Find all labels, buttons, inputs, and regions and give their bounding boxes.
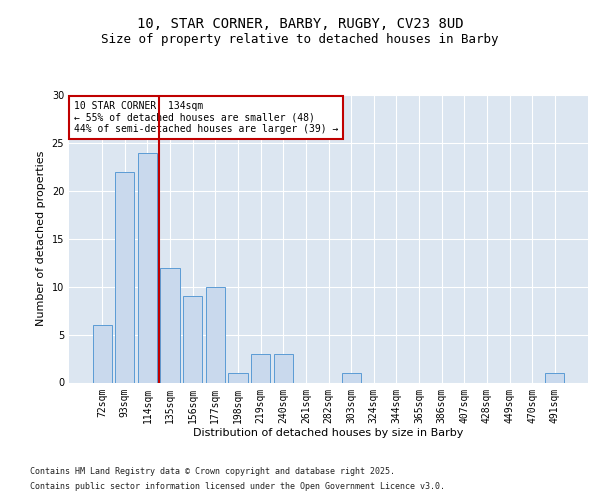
Bar <box>183 296 202 382</box>
Bar <box>229 373 248 382</box>
Bar <box>341 373 361 382</box>
Text: 10 STAR CORNER: 134sqm
← 55% of detached houses are smaller (48)
44% of semi-det: 10 STAR CORNER: 134sqm ← 55% of detached… <box>74 101 338 134</box>
Bar <box>115 172 134 382</box>
Text: Size of property relative to detached houses in Barby: Size of property relative to detached ho… <box>101 32 499 46</box>
Bar <box>92 325 112 382</box>
Text: 10, STAR CORNER, BARBY, RUGBY, CV23 8UD: 10, STAR CORNER, BARBY, RUGBY, CV23 8UD <box>137 18 463 32</box>
Bar <box>274 354 293 382</box>
Bar <box>251 354 270 382</box>
Bar <box>160 268 180 382</box>
Bar <box>138 152 157 382</box>
Y-axis label: Number of detached properties: Number of detached properties <box>36 151 46 326</box>
Bar <box>206 286 225 382</box>
X-axis label: Distribution of detached houses by size in Barby: Distribution of detached houses by size … <box>193 428 464 438</box>
Text: Contains public sector information licensed under the Open Government Licence v3: Contains public sector information licen… <box>30 482 445 491</box>
Text: Contains HM Land Registry data © Crown copyright and database right 2025.: Contains HM Land Registry data © Crown c… <box>30 467 395 476</box>
Bar <box>545 373 565 382</box>
